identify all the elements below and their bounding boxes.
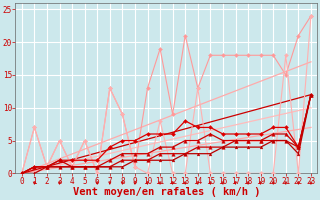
X-axis label: Vent moyen/en rafales ( km/h ): Vent moyen/en rafales ( km/h ) bbox=[73, 187, 260, 197]
